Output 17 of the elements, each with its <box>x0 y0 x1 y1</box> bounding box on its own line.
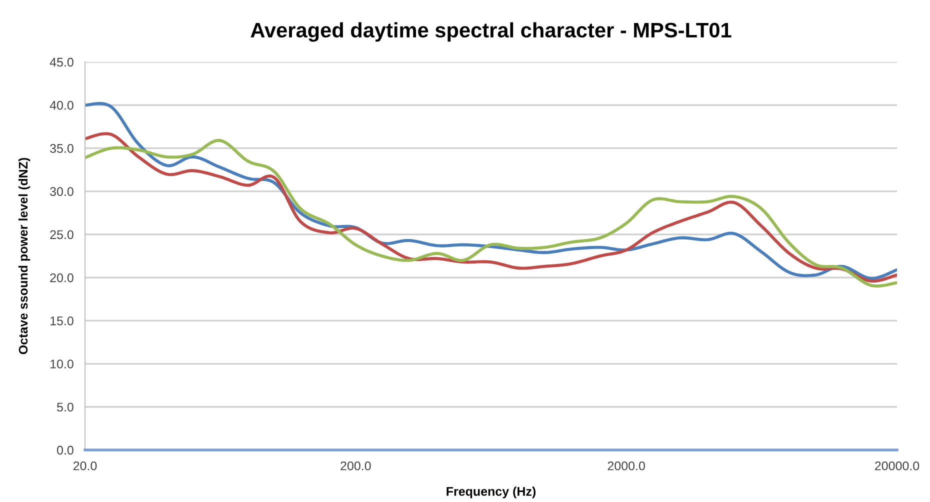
y-tick-label: 15.0 <box>50 316 74 326</box>
y-tick-label: 25.0 <box>50 230 74 240</box>
y-tick-label: 45.0 <box>50 58 74 67</box>
y-tick-label: 20.0 <box>50 273 74 282</box>
y-tick-label: 30.0 <box>50 187 74 196</box>
y-tick-label: 0.0 <box>57 446 74 455</box>
chart-title: Averaged daytime spectral character - MPS-LT01 <box>250 22 732 42</box>
x-axis-title: Frequency (Hz) <box>446 486 536 498</box>
x-tick-label: 20000.0 <box>875 461 920 470</box>
y-tick-label: 5.0 <box>57 402 74 412</box>
y-tick-label: 40.0 <box>50 100 74 110</box>
y-axis-title: Octave ssound power level (dNZ) <box>18 158 30 354</box>
x-tick-label: 20.0 <box>73 461 97 470</box>
x-tick-label: 2000.0 <box>608 461 645 470</box>
x-tick-label: 200.0 <box>340 461 371 470</box>
y-tick-label: 35.0 <box>50 144 74 153</box>
y-tick-label: 10.0 <box>50 360 74 368</box>
